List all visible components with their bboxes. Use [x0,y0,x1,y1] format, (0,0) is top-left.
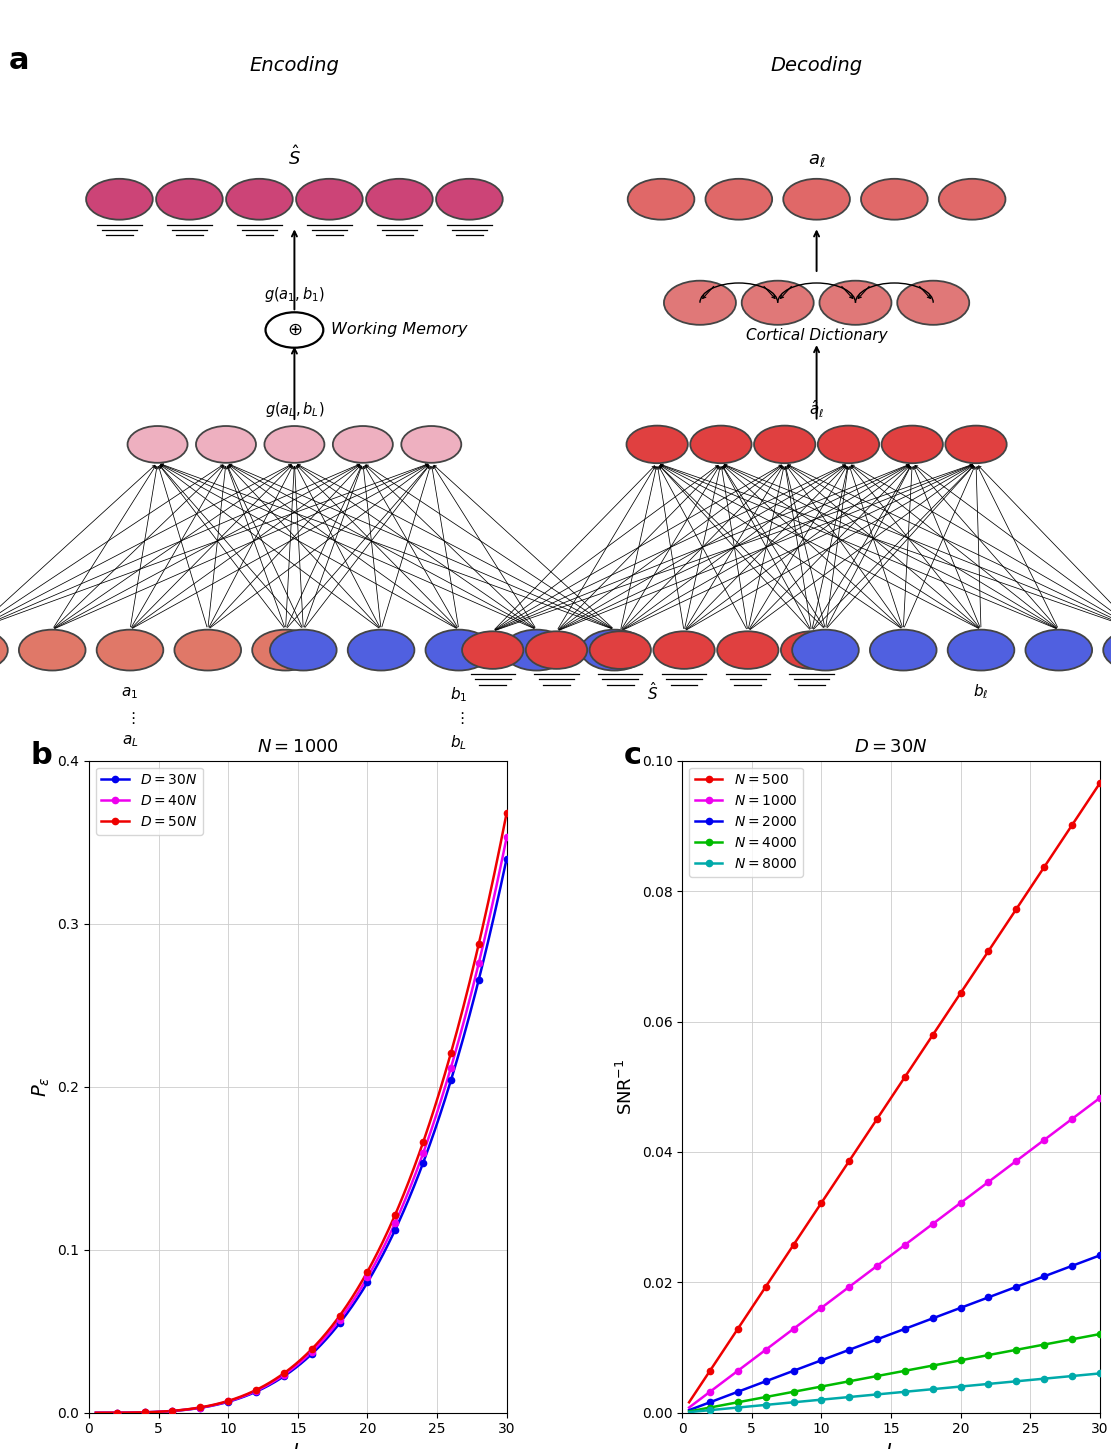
X-axis label: $L$: $L$ [885,1442,897,1449]
Circle shape [19,630,86,671]
Title: $N = 1000$: $N = 1000$ [257,739,339,756]
Title: $D = 30N$: $D = 30N$ [854,739,928,756]
Circle shape [128,426,188,462]
Circle shape [426,630,492,671]
Circle shape [653,632,714,669]
Text: b: b [30,742,52,771]
Text: Encoding: Encoding [250,57,339,75]
Circle shape [462,632,523,669]
Circle shape [754,426,815,464]
Text: $a_\ell$: $a_\ell$ [808,151,825,170]
Circle shape [367,178,433,220]
Text: c: c [623,742,642,771]
Circle shape [898,281,969,325]
Y-axis label: $P_\epsilon$: $P_\epsilon$ [30,1077,51,1097]
Text: Decoding: Decoding [771,57,862,75]
Text: $\hat{S}$: $\hat{S}$ [647,681,658,703]
Circle shape [526,632,587,669]
Circle shape [174,630,241,671]
Circle shape [939,178,1005,220]
Circle shape [783,178,850,220]
Circle shape [0,630,8,671]
Circle shape [436,178,502,220]
Text: $\oplus$: $\oplus$ [287,322,302,339]
Text: $a_L$: $a_L$ [122,733,138,749]
Circle shape [264,426,324,462]
X-axis label: $L$: $L$ [292,1442,303,1449]
Circle shape [861,178,928,220]
Circle shape [882,426,943,464]
Circle shape [196,426,256,462]
Circle shape [1103,630,1111,671]
Circle shape [270,630,337,671]
Y-axis label: $\mathrm{SNR}^{-1}$: $\mathrm{SNR}^{-1}$ [615,1059,637,1114]
Circle shape [156,178,222,220]
Text: $\hat{a}_\ell$: $\hat{a}_\ell$ [809,398,824,420]
Circle shape [742,281,813,325]
Circle shape [590,632,651,669]
Circle shape [781,632,842,669]
Circle shape [718,632,779,669]
Circle shape [945,426,1007,464]
Circle shape [581,630,648,671]
Text: $b_1$: $b_1$ [450,685,468,704]
Text: a: a [9,46,29,75]
Circle shape [628,178,694,220]
Text: $g(a_L,b_L)$: $g(a_L,b_L)$ [264,400,324,419]
Text: $b_\ell$: $b_\ell$ [973,682,989,701]
Text: $a_1$: $a_1$ [121,685,139,701]
Legend: $D = 30N$, $D = 40N$, $D = 50N$: $D = 30N$, $D = 40N$, $D = 50N$ [96,768,203,835]
Legend: $N = 500$, $N = 1000$, $N = 2000$, $N = 4000$, $N = 8000$: $N = 500$, $N = 1000$, $N = 2000$, $N = … [689,768,803,877]
Circle shape [333,426,393,462]
Circle shape [266,313,323,348]
Circle shape [870,630,937,671]
Circle shape [948,630,1014,671]
Circle shape [627,426,688,464]
Circle shape [348,630,414,671]
Circle shape [820,281,891,325]
Circle shape [690,426,751,464]
Circle shape [792,630,859,671]
Circle shape [252,630,319,671]
Circle shape [86,178,152,220]
Circle shape [705,178,772,220]
Circle shape [227,178,292,220]
Text: $\vdots$: $\vdots$ [453,710,464,726]
Text: $g(a_1,b_1)$: $g(a_1,b_1)$ [264,285,324,304]
Text: $\vdots$: $\vdots$ [124,710,136,726]
Text: $\vdots$: $\vdots$ [289,319,300,335]
Circle shape [97,630,163,671]
Circle shape [297,178,363,220]
Text: $\hat{S}$: $\hat{S}$ [288,145,301,170]
Circle shape [401,426,461,462]
Circle shape [503,630,570,671]
Circle shape [818,426,879,464]
Circle shape [664,281,735,325]
Circle shape [1025,630,1092,671]
Text: $b_L$: $b_L$ [450,733,468,752]
Text: Cortical Dictionary: Cortical Dictionary [745,329,888,343]
Text: Working Memory: Working Memory [331,323,468,338]
